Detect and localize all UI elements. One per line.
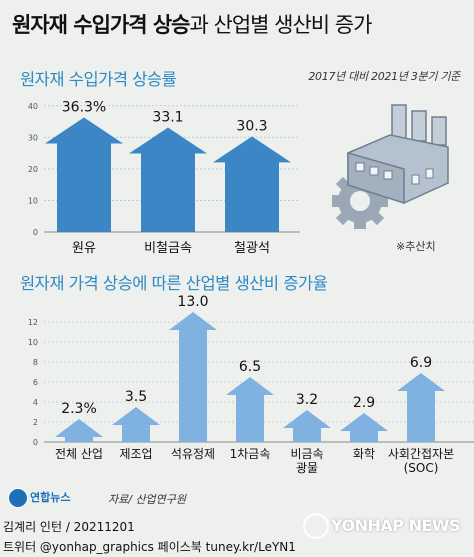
y-tick-label: 10: [28, 196, 38, 205]
watermark: YONHAP NEWS: [303, 513, 469, 539]
y-tick-label: 4: [33, 398, 38, 407]
credit-line-1: 김계리 인턴 / 20211201: [3, 520, 135, 534]
category-label: 화학: [353, 447, 375, 461]
category-label: 1차금속: [230, 447, 271, 461]
value-label: 36.3%: [62, 99, 106, 115]
category-label: 원유: [72, 241, 96, 256]
value-label: 6.5: [239, 359, 261, 375]
value-label: 6.9: [410, 355, 432, 371]
watermark-text: YONHAP NEWS: [331, 516, 461, 535]
title-bold: 원자재 수입가격 상승: [12, 13, 191, 37]
category-label: 비철금속: [144, 241, 192, 256]
bar-arrow: [55, 419, 103, 442]
chart1-subtitle: 2017년 대비 2021년 3분기 기준: [308, 70, 460, 83]
factory-gear-icon: [332, 104, 449, 229]
y-tick-label: 2: [33, 418, 38, 427]
category-label: 비금속: [290, 447, 323, 461]
category-label: 전체 산업: [55, 447, 103, 461]
source-text: 자료/ 산업연구원: [108, 493, 187, 506]
y-tick-label: 40: [28, 102, 38, 111]
value-label: 2.9: [353, 395, 375, 411]
y-tick-label: 0: [33, 228, 38, 237]
logo-mark-icon: [8, 488, 28, 508]
value-label: 3.5: [125, 389, 147, 405]
bar-arrow: [283, 410, 331, 442]
category-label: (SOC): [404, 461, 439, 475]
value-label: 33.1: [152, 110, 183, 126]
bar-arrow: [129, 127, 207, 232]
bar-arrow: [169, 312, 217, 442]
value-label: 30.3: [236, 118, 267, 134]
y-tick-label: 20: [28, 165, 38, 174]
value-label: 3.2: [296, 392, 318, 408]
logo-text: 연합뉴스: [30, 491, 71, 504]
page-title: 원자재 수입가격 상승과 산업별 생산비 증가: [12, 9, 373, 39]
y-tick-label: 10: [28, 338, 38, 347]
yonhap-logo: 연합뉴스: [8, 488, 118, 508]
bar-arrow: [226, 377, 274, 442]
category-label: 사회간접자본: [388, 447, 454, 461]
category-label: 철광석: [234, 241, 270, 256]
chart1-title: 원자재 수입가격 상승률: [20, 70, 177, 89]
y-tick-label: 6: [33, 378, 38, 387]
chart2-svg: 0 2 4 6 8 10 12 2.3% 전체 산업 3.5 제조업 13.0 석유정제 6.5 1차금속 3…: [28, 295, 474, 475]
chart1-svg: 0 10 20 30 40 36.3% 원유 33.1 비철금속 30.3 철광석: [28, 99, 300, 256]
category-label: 광물: [296, 461, 318, 475]
bar-arrow: [45, 117, 123, 232]
watermark-icon: [303, 513, 329, 539]
y-tick-label: 8: [33, 358, 38, 367]
y-tick-label: 0: [33, 438, 38, 447]
bar-arrow: [213, 136, 291, 232]
category-label: 석유정제: [171, 447, 215, 461]
value-label: 2.3%: [61, 401, 97, 417]
category-label: 제조업: [119, 447, 152, 461]
y-tick-label: 30: [28, 133, 38, 142]
chart2-title: 원자재 가격 상승에 따른 산업별 생산비 증가율: [20, 274, 328, 293]
bar-arrow: [340, 413, 388, 442]
y-tick-label: 12: [28, 318, 38, 327]
factory-icon: [347, 104, 449, 205]
title-rest: 과 산업별 생산비 증가: [189, 13, 373, 37]
bar-arrow: [397, 373, 445, 442]
chart2-note: ※추산치: [396, 240, 436, 253]
credit-line-2: 트위터 @yonhap_graphics 페이스북 tuney.kr/LeYN1: [3, 540, 296, 554]
value-label: 13.0: [177, 295, 208, 310]
bar-arrow: [112, 407, 160, 442]
